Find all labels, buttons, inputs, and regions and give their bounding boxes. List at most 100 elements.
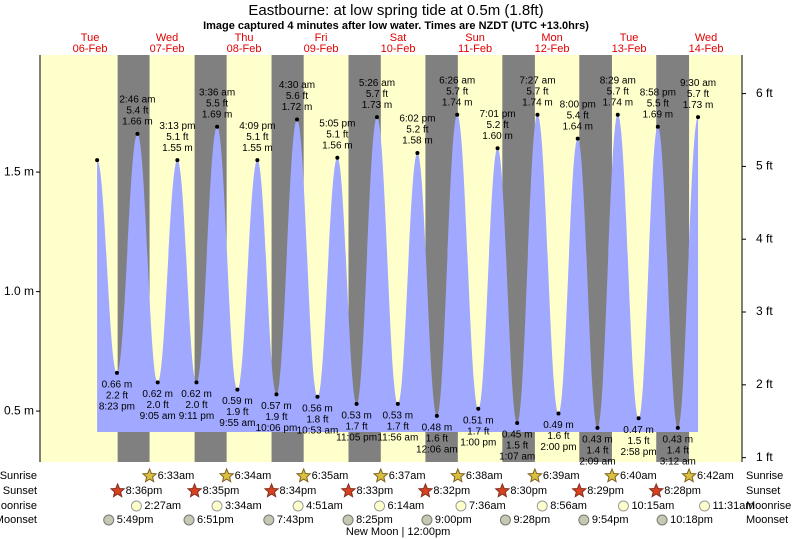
- tide-label: 10:06 pm: [256, 423, 298, 434]
- day-date: 07-Feb: [150, 43, 185, 55]
- tide-extreme: [696, 115, 701, 120]
- sunrise-icon: [295, 467, 312, 483]
- tide-label: 0.53 m: [341, 411, 372, 422]
- moonrise-icon: [536, 500, 548, 512]
- tide-label: 2:58 pm: [621, 447, 657, 458]
- tide-label: 5.7 ft: [366, 89, 388, 100]
- y-tick-label: 1.0 m: [4, 284, 34, 298]
- tide-label: 0.62 m: [181, 389, 212, 400]
- tide-label: 0.66 m: [102, 379, 133, 390]
- tide-label: 5.7 ft: [526, 86, 548, 97]
- tide-extreme: [194, 380, 199, 385]
- moonrise-icon: [617, 500, 629, 512]
- moonset-icon: [499, 514, 511, 526]
- tide-extreme: [215, 124, 220, 129]
- tide-extreme: [274, 392, 279, 397]
- row-label-right: Moonset: [746, 514, 788, 526]
- tide-label: 2.0 ft: [147, 400, 169, 411]
- row-time: 8:30pm: [510, 485, 547, 497]
- tide-extreme: [595, 425, 600, 430]
- sunset-icon: [494, 482, 511, 498]
- tide-label: 1.9 ft: [226, 407, 248, 418]
- sunrise-icon: [681, 467, 697, 483]
- row-time: 8:28pm: [664, 485, 701, 497]
- y2-tick-label: 5 ft: [756, 159, 773, 173]
- tide-label: 1.60 m: [482, 131, 513, 142]
- tide-extreme: [515, 421, 520, 426]
- day-weekday: Sun: [465, 32, 485, 44]
- day-weekday: Sat: [390, 32, 407, 44]
- tide-label: 0.53 m: [383, 411, 414, 422]
- tide-label: 1.58 m: [402, 136, 433, 147]
- tide-label: 0.47 m: [623, 425, 654, 436]
- tide-label: 2:00 pm: [540, 442, 576, 453]
- tide-label: 1.56 m: [322, 140, 353, 151]
- tide-label: 7:01 pm: [480, 109, 516, 120]
- tide-label: 1.9 ft: [265, 412, 287, 423]
- tide-label: 0.43 m: [663, 434, 694, 445]
- sunset-icon: [648, 482, 665, 498]
- sunset-icon: [186, 482, 203, 498]
- row-label-left: Moonrise: [0, 500, 37, 512]
- moonrise-icon: [455, 500, 467, 512]
- tide-extreme: [495, 146, 500, 151]
- tide-label: 3:12 am: [660, 456, 696, 467]
- sunrise-icon: [604, 467, 620, 483]
- sunset-icon: [571, 482, 588, 498]
- tide-extreme: [535, 112, 540, 117]
- row-time: 7:43pm: [277, 514, 314, 526]
- tide-label: 8:58 pm: [640, 87, 676, 98]
- row-time: 9:00pm: [435, 514, 472, 526]
- tide-label: 4:30 am: [279, 80, 315, 91]
- tide-label: 6:02 pm: [399, 114, 435, 125]
- row-time: 6:39am: [543, 470, 580, 482]
- tide-extreme: [395, 401, 400, 406]
- y2-tick-label: 6 ft: [756, 86, 773, 100]
- tide-label: 11:05 pm: [336, 433, 377, 444]
- tide-extreme: [434, 413, 439, 418]
- tide-label: 1.72 m: [282, 102, 313, 113]
- tide-extreme: [655, 124, 660, 129]
- row-time: 6:40am: [620, 470, 657, 482]
- tide-label: 3:36 am: [199, 87, 235, 98]
- tide-label: 1.7 ft: [345, 422, 367, 433]
- sunrise-icon: [372, 467, 389, 483]
- tide-label: 5.1 ft: [246, 132, 268, 143]
- row-label-left: Sunset: [3, 485, 37, 497]
- tide-label: 8:00 pm: [560, 99, 596, 110]
- tide-label: 1.74 m: [602, 97, 633, 108]
- tide-label: 2.0 ft: [185, 400, 207, 411]
- moonset-icon: [103, 514, 115, 526]
- tide-label: 0.51 m: [463, 415, 494, 426]
- tide-extreme: [415, 150, 420, 155]
- y-tick-label: 1.5 m: [4, 164, 34, 178]
- tide-label: 1.8 ft: [306, 414, 328, 425]
- row-time: 8:33pm: [356, 485, 393, 497]
- day-weekday: Mon: [541, 32, 562, 44]
- row-time: 11:31am: [713, 500, 755, 512]
- tide-label: 6:26 am: [439, 75, 475, 86]
- tide-label: 7:27 am: [519, 75, 555, 86]
- moonrise-icon: [130, 500, 142, 512]
- sunset-icon: [340, 482, 357, 498]
- tide-extreme: [335, 155, 340, 160]
- tide-label: 1.69 m: [643, 109, 674, 120]
- row-time: 8:36pm: [126, 485, 163, 497]
- tide-extreme: [135, 131, 140, 136]
- tide-label: 1.55 m: [162, 143, 193, 154]
- moonrise-icon: [292, 500, 304, 512]
- moonrise-icon: [699, 500, 711, 512]
- tide-label: 5.1 ft: [166, 132, 188, 143]
- day-weekday: Fri: [315, 32, 328, 44]
- tide-label: 0.43 m: [582, 434, 613, 445]
- row-time: 8:29pm: [587, 485, 624, 497]
- day-weekday: Thu: [235, 32, 254, 44]
- tide-extreme: [636, 416, 641, 421]
- tide-label: 5.4 ft: [567, 110, 589, 121]
- tide-label: 1.73 m: [362, 100, 393, 111]
- tide-label: 1.5 ft: [627, 436, 649, 447]
- row-time: 8:25pm: [356, 514, 393, 526]
- row-time: 3:34am: [225, 500, 262, 512]
- row-time: 7:36am: [469, 500, 506, 512]
- tide-label: 5.7 ft: [446, 86, 468, 97]
